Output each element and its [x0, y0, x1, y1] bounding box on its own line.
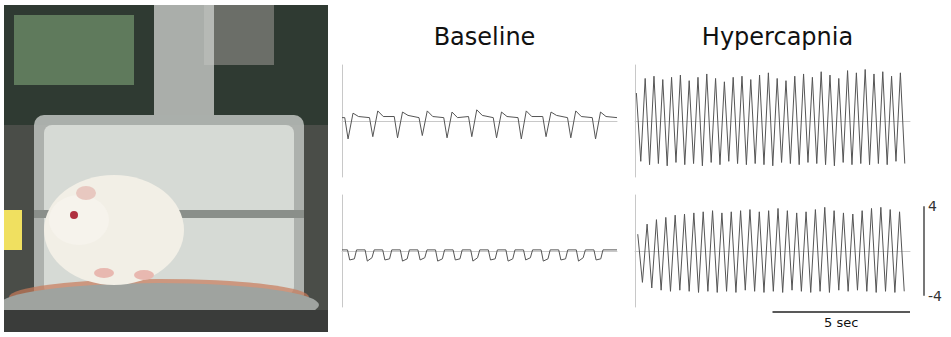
svg-text:Hypercapnia: Hypercapnia — [702, 23, 853, 51]
svg-text:4: 4 — [928, 198, 937, 214]
svg-text:5 sec: 5 sec — [824, 315, 858, 330]
svg-text:-4: -4 — [928, 288, 942, 304]
svg-text:Baseline: Baseline — [434, 23, 536, 51]
